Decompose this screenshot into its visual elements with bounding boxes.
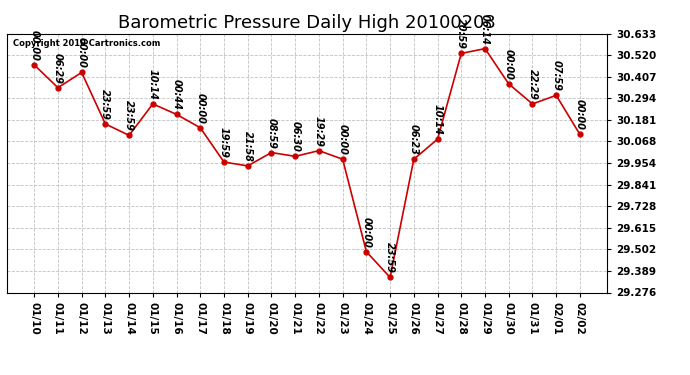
Text: 10:14: 10:14 xyxy=(433,104,442,135)
Text: 06:23: 06:23 xyxy=(408,124,419,155)
Text: 00:00: 00:00 xyxy=(29,30,39,61)
Text: 23:59: 23:59 xyxy=(100,89,110,120)
Title: Barometric Pressure Daily High 20100203: Barometric Pressure Daily High 20100203 xyxy=(118,14,496,32)
Text: Copyright 2010 Cartronics.com: Copyright 2010 Cartronics.com xyxy=(13,39,160,48)
Text: 20:59: 20:59 xyxy=(456,18,466,49)
Text: 00:00: 00:00 xyxy=(362,217,371,248)
Text: 00:00: 00:00 xyxy=(195,93,206,124)
Text: 06:30: 06:30 xyxy=(290,122,300,152)
Text: 23:59: 23:59 xyxy=(124,100,134,131)
Text: 19:29: 19:29 xyxy=(314,116,324,147)
Text: 00:44: 00:44 xyxy=(172,80,181,110)
Text: 00:00: 00:00 xyxy=(337,124,348,155)
Text: 10:14: 10:14 xyxy=(148,69,158,100)
Text: 06:14: 06:14 xyxy=(480,13,490,45)
Text: 23:59: 23:59 xyxy=(385,242,395,273)
Text: 06:29: 06:29 xyxy=(53,53,63,84)
Text: 00:00: 00:00 xyxy=(575,99,585,130)
Text: 00:00: 00:00 xyxy=(77,38,87,68)
Text: 08:59: 08:59 xyxy=(266,117,277,148)
Text: 21:58: 21:58 xyxy=(243,131,253,162)
Text: 22:29: 22:29 xyxy=(527,69,538,100)
Text: 00:00: 00:00 xyxy=(504,49,514,80)
Text: 07:59: 07:59 xyxy=(551,60,561,91)
Text: 19:59: 19:59 xyxy=(219,127,229,158)
